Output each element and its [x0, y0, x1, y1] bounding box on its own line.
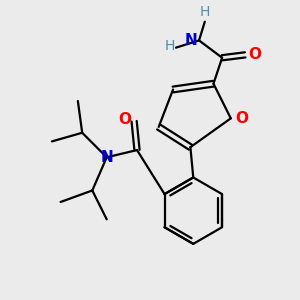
Text: O: O: [118, 112, 131, 127]
Text: O: O: [235, 111, 248, 126]
Text: N: N: [185, 33, 198, 48]
Text: H: H: [200, 5, 210, 19]
Text: O: O: [248, 47, 261, 62]
Text: N: N: [100, 150, 113, 165]
Text: H: H: [164, 39, 175, 53]
